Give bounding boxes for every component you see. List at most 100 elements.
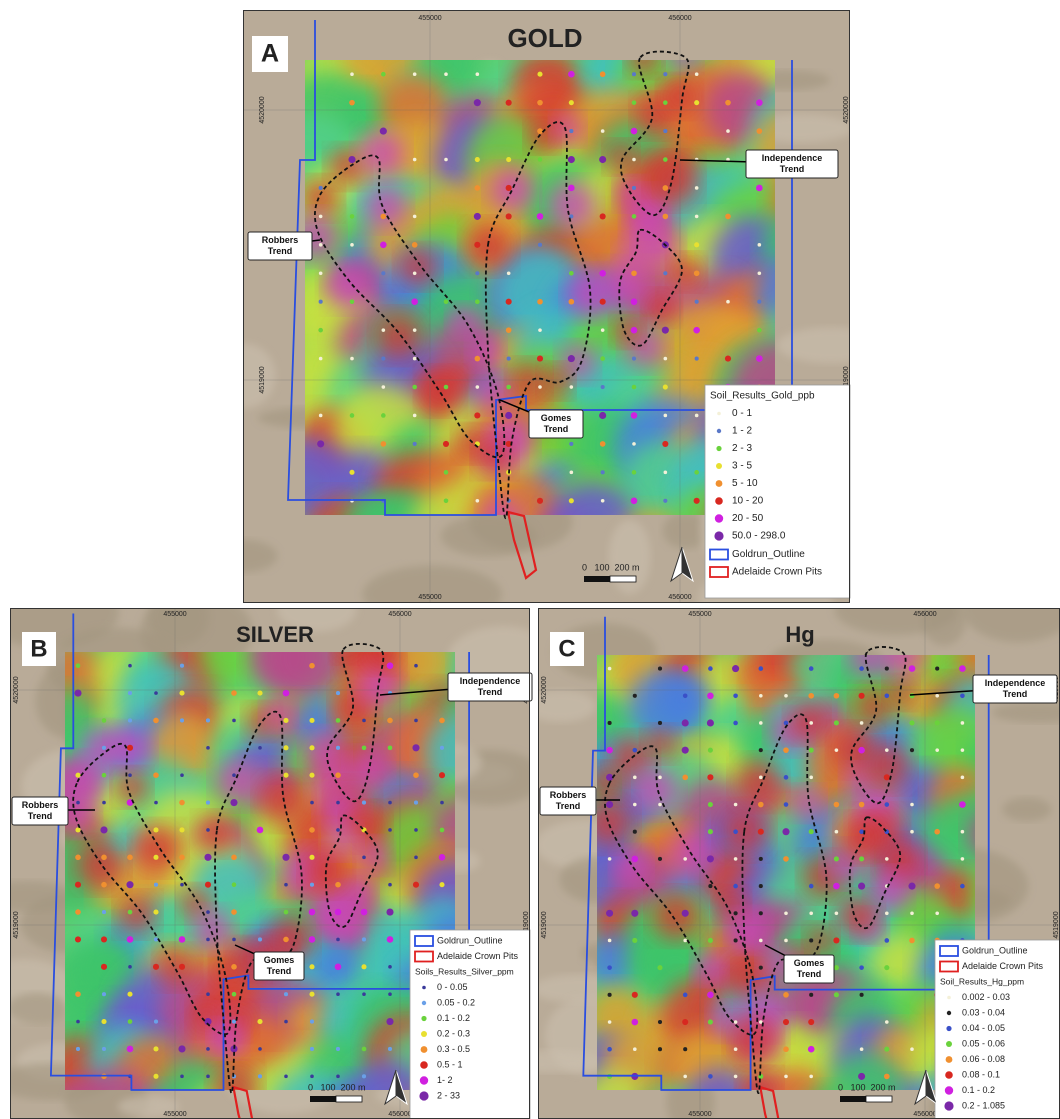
x-coord-bottom: 455000 xyxy=(163,1111,186,1118)
sample-point xyxy=(258,937,262,941)
sample-point xyxy=(362,746,367,751)
sample-point xyxy=(387,718,393,724)
sample-point xyxy=(910,911,914,915)
sample-point xyxy=(284,1020,288,1024)
sample-point xyxy=(128,965,132,969)
sample-point xyxy=(507,357,511,361)
sample-point xyxy=(569,299,575,305)
figure: 4550004550004560004560004520000452000045… xyxy=(0,0,1060,1119)
sample-point xyxy=(506,100,512,106)
sample-point xyxy=(76,663,81,668)
sample-point xyxy=(350,243,354,247)
sample-point xyxy=(336,691,340,695)
anomaly-blob xyxy=(730,912,767,949)
sample-point xyxy=(632,856,639,863)
sample-point xyxy=(206,828,210,832)
sample-point xyxy=(284,1075,288,1079)
sample-point xyxy=(388,801,392,805)
sample-point xyxy=(506,385,511,390)
sample-point xyxy=(380,242,387,249)
sample-point xyxy=(440,746,444,750)
sample-point xyxy=(386,1018,393,1025)
panel-letter: A xyxy=(261,40,279,68)
sample-point xyxy=(336,992,340,996)
y-coord-left: 4520000 xyxy=(259,96,266,123)
sample-point xyxy=(734,911,738,915)
sample-point xyxy=(381,72,386,77)
sample-point xyxy=(935,720,940,725)
sample-point xyxy=(734,1075,738,1079)
sample-point xyxy=(859,666,864,671)
scale-bar-label: 0 100 200 m xyxy=(308,1082,366,1092)
sample-point xyxy=(284,992,288,996)
sample-point xyxy=(154,937,158,941)
sample-point xyxy=(631,128,638,135)
sample-point xyxy=(885,748,889,752)
sample-point xyxy=(694,270,700,276)
sample-point xyxy=(726,300,730,304)
sample-point xyxy=(707,774,713,780)
sample-point xyxy=(361,964,366,969)
sample-point xyxy=(413,882,419,888)
sample-point xyxy=(381,413,386,418)
anomaly-blob xyxy=(490,168,533,211)
sample-point xyxy=(309,663,315,669)
legend-swatch xyxy=(717,412,721,416)
sample-point xyxy=(362,801,366,805)
trend-label-holder: Independence Trend xyxy=(746,150,838,178)
anomaly-blob xyxy=(646,292,677,323)
sample-point xyxy=(180,773,184,777)
sample-point xyxy=(860,1047,864,1051)
x-coord-top: 455000 xyxy=(688,611,711,618)
sample-point xyxy=(257,691,262,696)
sample-point xyxy=(809,993,813,997)
sample-point xyxy=(75,827,80,832)
sample-point xyxy=(179,936,186,943)
sample-point xyxy=(309,964,314,969)
sample-point xyxy=(910,803,914,807)
sample-point xyxy=(683,993,688,998)
sample-point xyxy=(180,1075,184,1079)
sample-point xyxy=(708,802,713,807)
anomaly-blob xyxy=(614,849,647,882)
sample-point xyxy=(570,385,574,389)
sample-point xyxy=(783,1046,789,1052)
sample-point xyxy=(708,829,713,834)
anomaly-blob xyxy=(470,336,502,368)
sample-point xyxy=(633,803,637,807)
scale-bar-white xyxy=(610,576,636,582)
sample-point xyxy=(206,1075,210,1079)
sample-point xyxy=(884,965,889,970)
sample-point xyxy=(601,328,605,332)
sample-point xyxy=(960,693,965,698)
sample-point xyxy=(708,666,713,671)
y-coord-left: 4520000 xyxy=(13,676,20,703)
sample-point xyxy=(908,883,915,890)
scale-bar-white xyxy=(336,1096,362,1102)
sample-point xyxy=(413,414,417,418)
sample-point xyxy=(632,100,637,105)
legend-swatch xyxy=(717,429,721,433)
sample-point xyxy=(935,694,939,698)
sample-point xyxy=(444,158,448,162)
sample-point xyxy=(725,100,731,106)
sample-point xyxy=(568,71,575,78)
sample-point xyxy=(506,185,512,191)
sample-point xyxy=(154,1020,158,1024)
sample-point xyxy=(506,299,512,305)
sample-point xyxy=(350,72,354,76)
sample-point xyxy=(439,882,444,887)
sample-point xyxy=(608,667,612,671)
sample-point xyxy=(631,327,638,334)
x-coord-bottom: 456000 xyxy=(913,1111,936,1118)
sample-point xyxy=(319,243,323,247)
sample-point xyxy=(362,856,366,860)
sample-point xyxy=(381,271,385,275)
anomaly-blob xyxy=(116,771,148,803)
sample-point xyxy=(75,882,81,888)
sample-point xyxy=(783,747,789,753)
sample-point xyxy=(607,965,612,970)
sample-point xyxy=(317,440,324,447)
legend-swatch xyxy=(946,1026,951,1031)
sample-point xyxy=(414,828,418,832)
